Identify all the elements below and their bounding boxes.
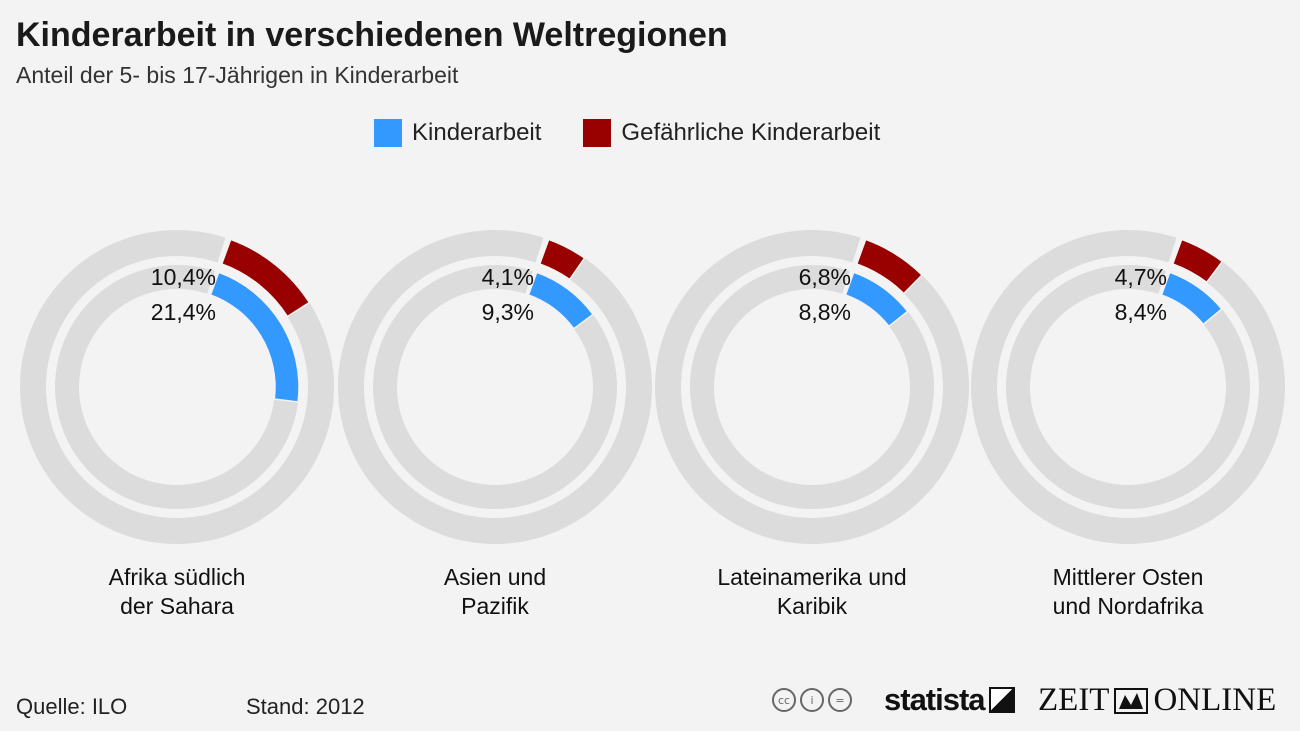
online-wordmark: ONLINE: [1153, 682, 1277, 718]
statista-mark-icon: [988, 687, 1015, 713]
region-label-1-0: Asien und: [444, 564, 546, 590]
legend-swatch-kinderarbeit: [374, 119, 402, 147]
bar-gefaehrlich-1: [538, 238, 586, 281]
source-label: Quelle: ILO: [16, 694, 128, 719]
zeit-seal-icon: [1114, 687, 1149, 714]
statista-wordmark: statista: [884, 682, 986, 717]
legend-label-gefaehrlich: Gefährliche Kinderarbeit: [621, 119, 881, 146]
value-label-kinderarbeit-2: 8,8%: [799, 299, 851, 325]
value-label-kinderarbeit-3: 8,4%: [1115, 299, 1167, 325]
region-label-3-1: und Nordafrika: [1053, 593, 1204, 619]
nd-icon: =: [828, 688, 852, 712]
region-label-2-1: Karibik: [777, 593, 848, 619]
zeit-wordmark: ZEIT: [1038, 682, 1110, 718]
legend-item-kinderarbeit: Kinderarbeit: [374, 119, 541, 147]
by-icon: i: [800, 688, 824, 712]
legend: Kinderarbeit Gefährliche Kinderarbeit: [374, 116, 922, 150]
region-label-1-1: Pazifik: [461, 593, 529, 619]
legend-item-gefaehrlich: Gefährliche Kinderarbeit: [583, 119, 880, 147]
bar-gefaehrlich-3: [1171, 238, 1224, 284]
value-label-gefaehrlich-2: 6,8%: [799, 264, 851, 290]
value-label-gefaehrlich-3: 4,7%: [1115, 264, 1167, 290]
bar-kinderarbeit-2: [844, 271, 909, 328]
region-label-3-0: Mittlerer Osten: [1053, 564, 1204, 590]
stand-label: Stand: 2012: [246, 694, 365, 719]
statista-logo[interactable]: statista: [884, 682, 1015, 718]
zeit-online-logo[interactable]: ZEIT ONLINE: [1038, 682, 1276, 719]
cc-icon: cc: [772, 688, 796, 712]
bar-kinderarbeit-3: [1160, 271, 1223, 326]
value-label-gefaehrlich-0: 10,4%: [151, 264, 216, 290]
bar-gefaehrlich-0: [220, 238, 311, 318]
legend-label-kinderarbeit: Kinderarbeit: [412, 119, 542, 146]
region-label-0-0: Afrika südlich: [109, 564, 246, 590]
value-label-kinderarbeit-1: 9,3%: [482, 299, 534, 325]
region-label-0-1: der Sahara: [120, 593, 234, 619]
value-label-kinderarbeit-0: 21,4%: [151, 299, 216, 325]
license-icons[interactable]: cc i =: [772, 688, 856, 712]
region-label-2-0: Lateinamerika und: [717, 564, 906, 590]
bar-gefaehrlich-2: [855, 238, 924, 295]
legend-swatch-gefaehrlich: [583, 119, 612, 147]
value-label-gefaehrlich-1: 4,1%: [482, 264, 534, 290]
bar-kinderarbeit-1: [527, 271, 595, 330]
bar-kinderarbeit-0: [209, 271, 300, 403]
chart-subtitle: Anteil der 5- bis 17-Jährigen in Kindera…: [16, 62, 459, 88]
chart-title: Kinderarbeit in verschiedenen Weltregion…: [16, 16, 728, 54]
